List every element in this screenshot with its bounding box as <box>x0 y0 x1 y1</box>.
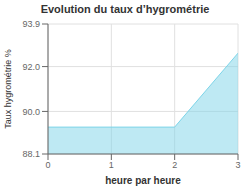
svg-text:3: 3 <box>235 160 240 170</box>
svg-text:90.0: 90.0 <box>22 107 40 117</box>
svg-text:Taux hygrométrie %: Taux hygrométrie % <box>8 49 13 129</box>
svg-text:1: 1 <box>109 160 114 170</box>
svg-text:heure par heure: heure par heure <box>105 175 181 186</box>
html-text:Evolution du taux d’hygrométri: Evolution du taux d’hygrométrie <box>40 3 210 15</box>
svg-text:93.9: 93.9 <box>22 19 40 29</box>
svg-text:88.1: 88.1 <box>22 149 40 159</box>
svg-text:0: 0 <box>45 160 50 170</box>
svg-text:2: 2 <box>172 160 177 170</box>
svg-text:92.0: 92.0 <box>22 62 40 72</box>
